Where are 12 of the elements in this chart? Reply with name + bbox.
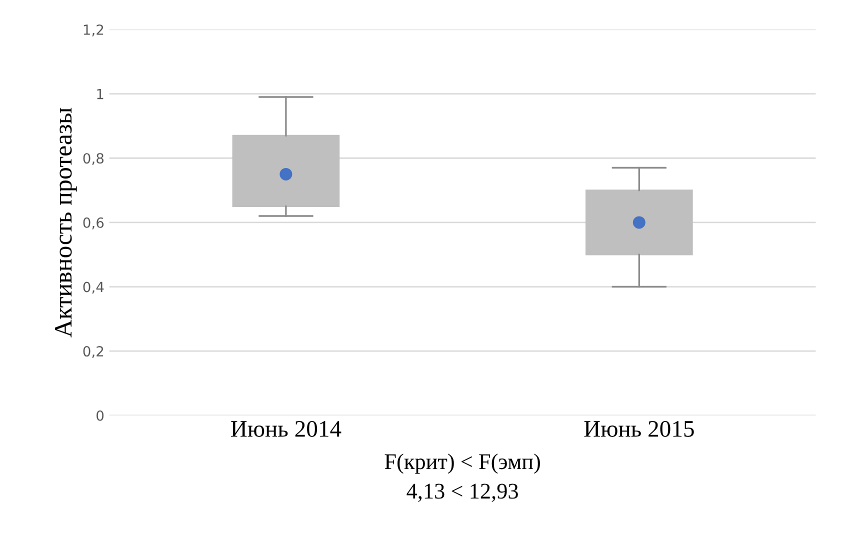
text: F(крит) < F(эмп)	[384, 454, 540, 474]
y-tick-label: 0,6	[83, 217, 104, 230]
y-tick-label: 0,4	[83, 282, 104, 294]
y-axis-title: Активность протеазы	[55, 108, 77, 338]
x-tick-label: Июнь 2015	[584, 420, 694, 437]
y-tick-label: 0,2	[83, 346, 104, 358]
y-tick-label: 0,8	[83, 153, 104, 166]
y-tick-label: 1,2	[84, 24, 104, 36]
x-tick-label: Июнь 2014	[231, 420, 342, 437]
y-tick-label: 1	[97, 88, 104, 100]
y-tick-label: 0	[96, 410, 104, 421]
text: 4,13 < 12,93	[406, 484, 518, 502]
